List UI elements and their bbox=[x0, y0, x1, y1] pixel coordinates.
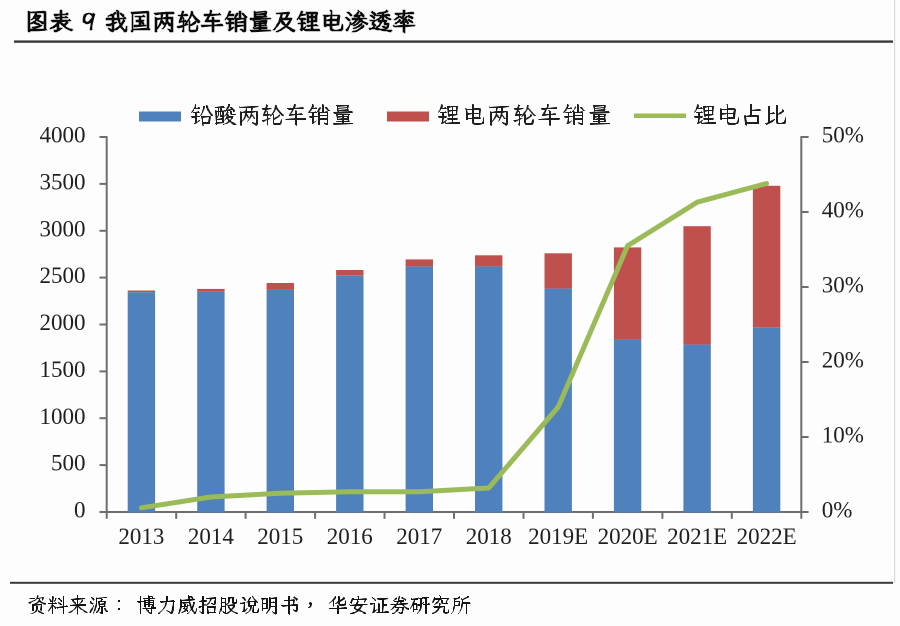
svg-text:2013: 2013 bbox=[118, 524, 164, 549]
svg-text:2020E: 2020E bbox=[598, 524, 658, 549]
svg-text:10%: 10% bbox=[822, 423, 864, 448]
svg-text:4000: 4000 bbox=[40, 123, 86, 148]
svg-text:30%: 30% bbox=[822, 273, 864, 298]
svg-text:2018: 2018 bbox=[466, 524, 512, 549]
svg-text:2015: 2015 bbox=[257, 524, 303, 549]
svg-text:2016: 2016 bbox=[327, 524, 373, 549]
svg-text:500: 500 bbox=[51, 451, 86, 476]
svg-text:0%: 0% bbox=[822, 498, 853, 523]
svg-text:2017: 2017 bbox=[396, 524, 442, 549]
svg-text:1500: 1500 bbox=[40, 357, 86, 382]
svg-text:2014: 2014 bbox=[188, 524, 235, 549]
svg-text:2000: 2000 bbox=[40, 310, 86, 335]
svg-text:50%: 50% bbox=[822, 123, 864, 148]
svg-text:20%: 20% bbox=[822, 348, 864, 373]
svg-text:2500: 2500 bbox=[40, 263, 86, 288]
svg-text:2021E: 2021E bbox=[667, 524, 727, 549]
svg-text:3500: 3500 bbox=[40, 170, 86, 195]
svg-text:0: 0 bbox=[74, 498, 86, 523]
svg-text:3000: 3000 bbox=[40, 216, 86, 241]
svg-text:1000: 1000 bbox=[40, 404, 86, 429]
svg-text:2019E: 2019E bbox=[528, 524, 588, 549]
svg-text:40%: 40% bbox=[822, 198, 864, 223]
svg-text:2022E: 2022E bbox=[737, 524, 797, 549]
